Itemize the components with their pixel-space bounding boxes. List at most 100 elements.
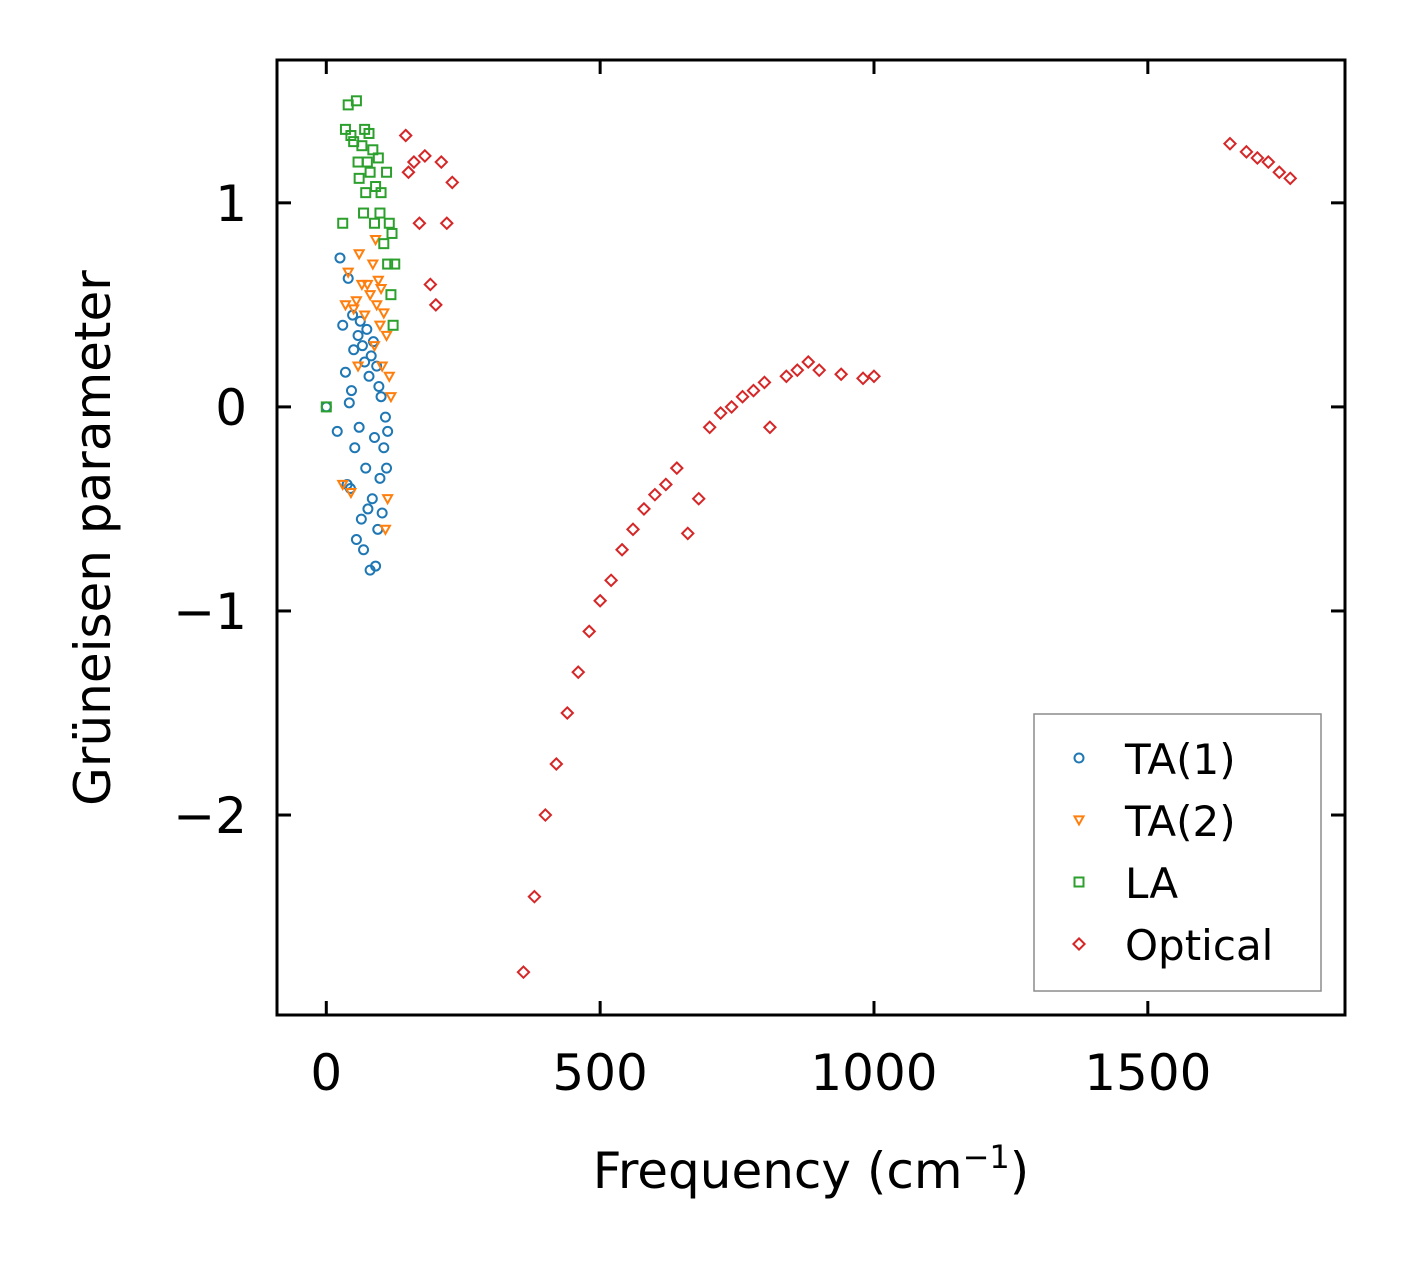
- data-point-optical: [593, 593, 608, 608]
- data-point-optical: [582, 624, 597, 639]
- legend-box: [1033, 713, 1322, 992]
- data-point-optical: [549, 756, 564, 772]
- data-point-la: [356, 140, 368, 152]
- x-tick-label: 500: [552, 1044, 647, 1102]
- data-point-ta1: [362, 503, 374, 515]
- y-tick-label: −2: [173, 787, 247, 845]
- data-point-optical: [516, 965, 531, 980]
- data-point-ta2: [374, 283, 388, 296]
- data-point-optical: [1239, 144, 1254, 159]
- data-point-optical: [398, 128, 413, 143]
- data-point-optical: [560, 705, 575, 721]
- data-point-la: [353, 172, 365, 184]
- data-point-ta1: [373, 380, 385, 392]
- data-point-optical: [762, 420, 777, 435]
- data-point-optical: [779, 369, 794, 384]
- data-point-ta1: [343, 397, 355, 409]
- data-point-ta1: [363, 370, 375, 382]
- data-point-ta2: [369, 234, 382, 247]
- data-point-optical: [615, 542, 630, 557]
- data-point-optical: [855, 371, 871, 386]
- data-point-optical: [691, 491, 706, 506]
- data-point-la: [385, 289, 397, 301]
- data-point-optical: [658, 477, 673, 492]
- data-point-la: [387, 319, 399, 331]
- data-point-ta1: [331, 425, 343, 437]
- data-point-la: [345, 130, 357, 142]
- data-point-ta2: [350, 296, 363, 308]
- data-point-optical: [538, 807, 553, 823]
- data-point-ta2: [379, 524, 392, 536]
- data-point-ta2: [361, 279, 374, 292]
- data-point-ta1: [348, 344, 360, 356]
- data-point-optical: [801, 354, 816, 370]
- data-point-la: [368, 217, 380, 229]
- data-point-la: [389, 258, 401, 270]
- data-point-ta2: [381, 494, 394, 506]
- data-point-la: [320, 401, 332, 413]
- data-point-optical: [527, 889, 542, 904]
- data-point-optical: [724, 399, 739, 414]
- data-point-optical: [812, 363, 827, 378]
- data-point-optical: [625, 522, 641, 537]
- data-point-ta2: [336, 479, 349, 492]
- data-point-optical: [790, 363, 805, 378]
- data-point-ta2: [384, 392, 398, 404]
- data-point-optical: [647, 487, 662, 502]
- data-point-la: [383, 217, 395, 229]
- data-point-la: [372, 152, 384, 164]
- data-point-ta1: [342, 272, 354, 284]
- data-point-optical: [406, 154, 421, 170]
- data-point-la: [360, 187, 372, 199]
- legend-label-la: LA: [1125, 859, 1178, 908]
- data-point-optical: [417, 148, 432, 163]
- data-point-optical: [669, 461, 684, 476]
- data-point-ta1: [366, 493, 378, 505]
- data-point-ta2: [377, 308, 390, 320]
- legend-marker-la: [1073, 876, 1085, 888]
- data-point-la: [375, 187, 387, 199]
- data-point-la: [352, 156, 364, 168]
- legend-marker-ta2: [1072, 815, 1086, 827]
- data-point-ta1: [353, 421, 365, 433]
- data-point-ta2: [342, 267, 355, 279]
- data-point-ta1: [379, 411, 391, 423]
- x-tick-label: 0: [310, 1044, 342, 1102]
- data-point-optical: [423, 277, 438, 292]
- data-point-optical: [439, 216, 454, 231]
- data-point-optical: [866, 369, 882, 384]
- data-point-la: [382, 258, 394, 270]
- data-point-ta1: [360, 462, 372, 474]
- data-point-ta1: [381, 462, 393, 474]
- data-point-ta2: [366, 259, 380, 271]
- data-point-ta2: [383, 371, 396, 383]
- data-point-ta1: [320, 401, 332, 413]
- data-point-ta2: [380, 330, 393, 343]
- y-axis-label: Grüneisen parameter: [64, 270, 122, 806]
- data-point-optical: [1272, 165, 1287, 180]
- data-point-ta1: [368, 432, 380, 444]
- data-point-ta2: [368, 341, 381, 353]
- data-point-ta2: [363, 290, 377, 302]
- data-point-ta1: [350, 534, 362, 546]
- data-point-la: [337, 217, 349, 229]
- data-point-ta2: [375, 361, 389, 373]
- data-point-ta1: [356, 340, 368, 352]
- data-point-ta2: [339, 300, 352, 312]
- data-point-la: [374, 207, 386, 219]
- data-point-la: [378, 238, 390, 250]
- data-point-optical: [1222, 136, 1238, 151]
- legend-marker-optical: [1071, 936, 1087, 952]
- data-point-optical: [1250, 150, 1265, 165]
- data-point-optical: [412, 216, 427, 231]
- data-point-la: [358, 207, 370, 219]
- data-point-optical: [680, 526, 695, 541]
- legend-label-ta1: TA(1): [1124, 735, 1236, 784]
- x-tick-label: 1000: [810, 1044, 937, 1102]
- data-point-ta1: [334, 252, 346, 264]
- x-axis-label: Frequency (cm−1): [593, 1138, 1030, 1200]
- x-tick-label: 1500: [1084, 1044, 1211, 1102]
- data-point-ta1: [345, 385, 357, 397]
- data-point-ta1: [358, 544, 370, 556]
